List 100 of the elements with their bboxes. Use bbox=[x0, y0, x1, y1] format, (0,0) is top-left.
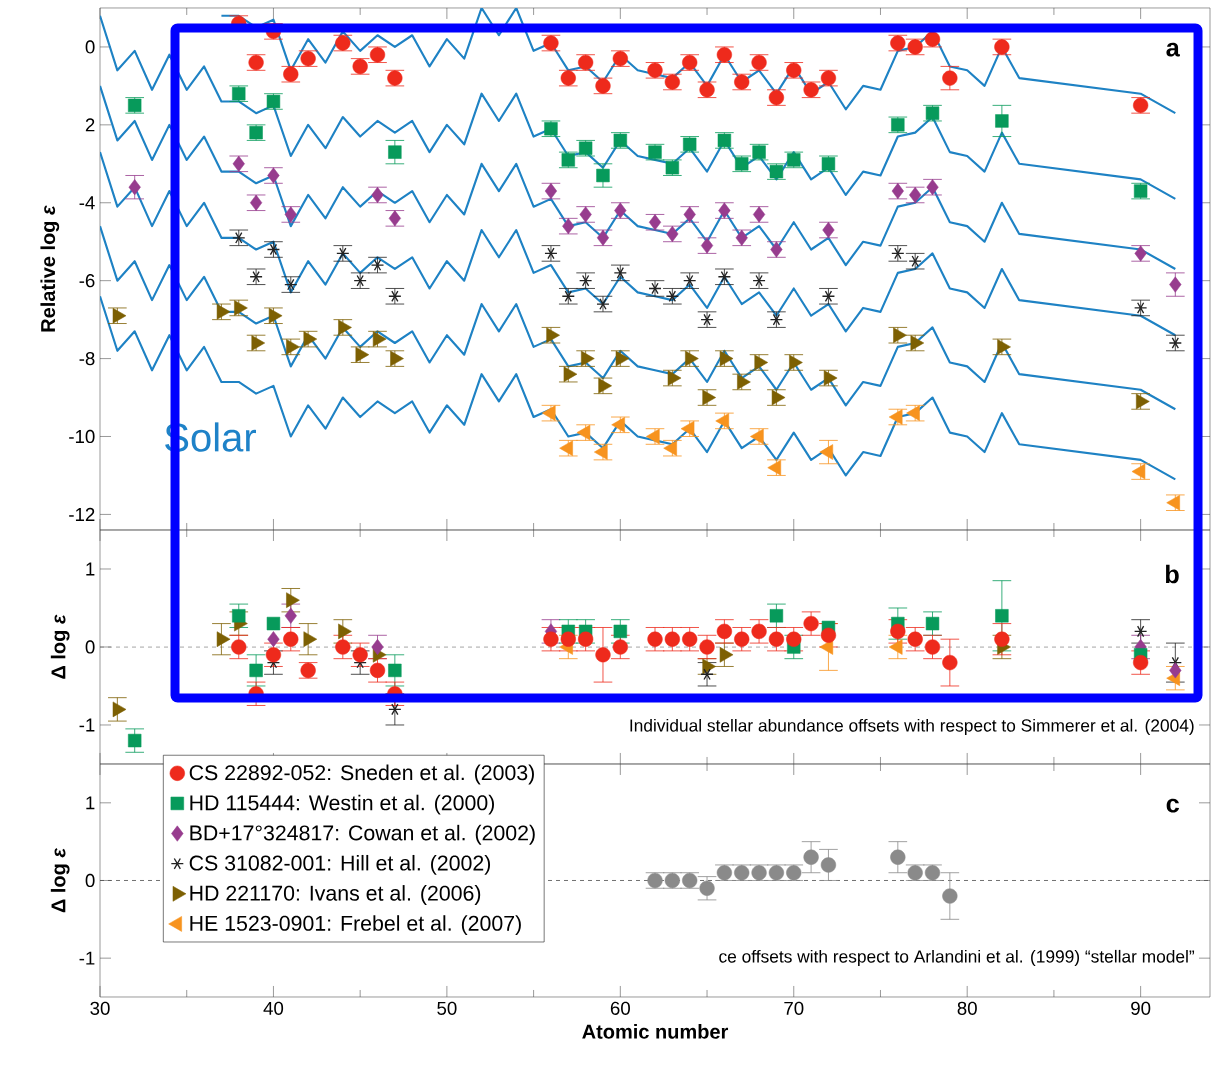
point bbox=[388, 210, 401, 227]
point bbox=[286, 339, 300, 355]
line-series bbox=[100, 225, 1177, 411]
y-tick-label: -12 bbox=[69, 507, 95, 521]
y-tick-label: 1 bbox=[86, 796, 95, 810]
point bbox=[266, 616, 281, 631]
legend-label: CS 31082-001: Hill et al. (2002) bbox=[189, 854, 491, 875]
point bbox=[770, 241, 783, 258]
point bbox=[232, 155, 245, 172]
point bbox=[352, 647, 368, 663]
point bbox=[682, 631, 698, 647]
point bbox=[890, 623, 906, 639]
point bbox=[614, 202, 627, 219]
point bbox=[1133, 625, 1148, 638]
y-tick-label: -1 bbox=[79, 951, 95, 965]
x-axis-title: Atomic number bbox=[582, 1024, 729, 1039]
point bbox=[216, 304, 231, 320]
point bbox=[303, 331, 318, 347]
point bbox=[546, 327, 560, 343]
point bbox=[925, 616, 940, 631]
point bbox=[112, 307, 127, 324]
point bbox=[267, 631, 280, 648]
point bbox=[267, 167, 280, 184]
point bbox=[909, 186, 922, 203]
legend-label: CS 22892-052: Sneden et al. (2003) bbox=[189, 764, 534, 785]
legend-label: HE 1523-0901: Frebel et al. (2007) bbox=[190, 915, 521, 936]
point bbox=[303, 631, 318, 647]
point bbox=[735, 229, 748, 246]
point bbox=[234, 300, 248, 316]
point bbox=[891, 183, 904, 200]
point bbox=[372, 331, 387, 347]
point bbox=[942, 70, 958, 86]
x-tick-label: 70 bbox=[784, 1001, 804, 1015]
point bbox=[388, 703, 402, 716]
point bbox=[719, 647, 734, 663]
y-tick-label: 2 bbox=[85, 118, 95, 132]
y-tick-label: -6 bbox=[79, 274, 95, 288]
point bbox=[768, 631, 785, 647]
point bbox=[699, 880, 715, 896]
point bbox=[562, 218, 575, 235]
point bbox=[390, 350, 404, 367]
point bbox=[265, 647, 282, 663]
point bbox=[683, 137, 697, 151]
point bbox=[1166, 494, 1180, 511]
y-tick-label: -8 bbox=[79, 351, 95, 366]
line-series bbox=[100, 295, 1177, 481]
point bbox=[803, 849, 819, 865]
point bbox=[769, 609, 784, 623]
annotation: ce offsets with respect to Arlandini et al. (1999) “stellar model” bbox=[719, 949, 1195, 967]
point bbox=[753, 206, 766, 223]
point bbox=[371, 186, 384, 203]
point bbox=[924, 31, 941, 47]
point bbox=[666, 225, 679, 242]
x-tick-label: 50 bbox=[437, 1001, 457, 1015]
point bbox=[820, 627, 837, 643]
point bbox=[716, 623, 732, 639]
point bbox=[216, 631, 231, 647]
point bbox=[249, 663, 263, 678]
point bbox=[598, 378, 612, 394]
annotation: Individual stellar abundance offsets with respect to Simmerer et al. (2004) bbox=[630, 718, 1194, 736]
point bbox=[232, 609, 246, 623]
point bbox=[128, 98, 142, 113]
point bbox=[371, 638, 384, 655]
annotation: c bbox=[1166, 798, 1180, 813]
point bbox=[907, 631, 923, 647]
point bbox=[612, 639, 628, 655]
x-tick-label: 60 bbox=[610, 1001, 630, 1015]
point bbox=[683, 274, 697, 287]
point bbox=[699, 639, 715, 655]
legend-label: HD 115444: Westin et al. (2000) bbox=[190, 794, 494, 815]
point bbox=[615, 350, 630, 367]
point bbox=[735, 157, 749, 171]
point bbox=[1131, 463, 1146, 480]
point bbox=[822, 222, 835, 239]
point bbox=[890, 849, 906, 865]
point bbox=[268, 307, 283, 324]
point bbox=[1169, 662, 1182, 679]
point bbox=[819, 444, 834, 460]
point bbox=[786, 631, 802, 647]
point bbox=[767, 459, 782, 476]
point bbox=[1168, 337, 1182, 349]
point bbox=[926, 179, 939, 196]
point bbox=[388, 663, 402, 678]
point bbox=[820, 857, 837, 873]
legend-label: HD 221170: Ivans et al. (2006) bbox=[190, 885, 481, 905]
annotation: a bbox=[1166, 42, 1180, 57]
point bbox=[702, 389, 716, 406]
point bbox=[647, 631, 663, 647]
y-tick-label: 1 bbox=[86, 562, 95, 576]
x-tick-label: 90 bbox=[1131, 1001, 1151, 1015]
y-axis-title: Δ log ε bbox=[50, 847, 70, 913]
point bbox=[284, 206, 297, 223]
y-tick-label: -4 bbox=[79, 196, 95, 210]
x-tick-label: 40 bbox=[263, 1001, 284, 1015]
point bbox=[112, 701, 127, 718]
point bbox=[924, 639, 941, 655]
line-series bbox=[100, 151, 1177, 337]
point bbox=[718, 202, 731, 219]
y-tick-label: 0 bbox=[85, 873, 95, 888]
line-series bbox=[100, 84, 1177, 271]
